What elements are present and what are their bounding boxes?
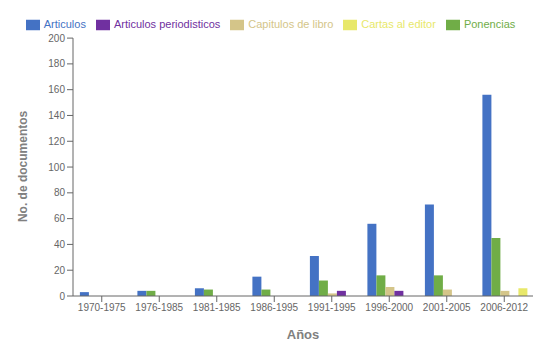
svg-text:200: 200 — [48, 33, 65, 44]
svg-text:120: 120 — [48, 136, 65, 147]
html-text:Ponencias: Ponencias — [463, 18, 516, 30]
svg-text:160: 160 — [48, 84, 65, 95]
svg-text:1976-1985: 1976-1985 — [135, 302, 183, 313]
svg-text:40: 40 — [54, 239, 66, 250]
svg-text:1986-1995: 1986-1995 — [250, 302, 298, 313]
svg-text:No. de documentos: No. de documentos — [16, 110, 30, 222]
svg-text:60: 60 — [54, 213, 66, 224]
svg-text:20: 20 — [54, 265, 66, 276]
svg-text:1970-1975: 1970-1975 — [78, 302, 126, 313]
html-text:Cartas al editor: Cartas al editor — [361, 18, 436, 30]
svg-text:Años: Años — [287, 327, 320, 342]
svg-text:2001-2005: 2001-2005 — [423, 302, 471, 313]
svg-text:2006-2012: 2006-2012 — [480, 302, 528, 313]
svg-text:0: 0 — [59, 291, 65, 302]
html-text:Capitulos de libro: Capitulos de libro — [248, 18, 334, 30]
svg-text:180: 180 — [48, 58, 65, 69]
html-text:Articulos: Articulos — [43, 18, 86, 30]
svg-text:1996-2000: 1996-2000 — [365, 302, 413, 313]
html-text:Articulos periodisticos: Articulos periodisticos — [113, 18, 221, 30]
svg-text:100: 100 — [48, 162, 65, 173]
svg-text:1991-1995: 1991-1995 — [308, 302, 356, 313]
svg-text:140: 140 — [48, 110, 65, 121]
svg-text:80: 80 — [54, 187, 66, 198]
svg-text:1981-1985: 1981-1985 — [193, 302, 241, 313]
